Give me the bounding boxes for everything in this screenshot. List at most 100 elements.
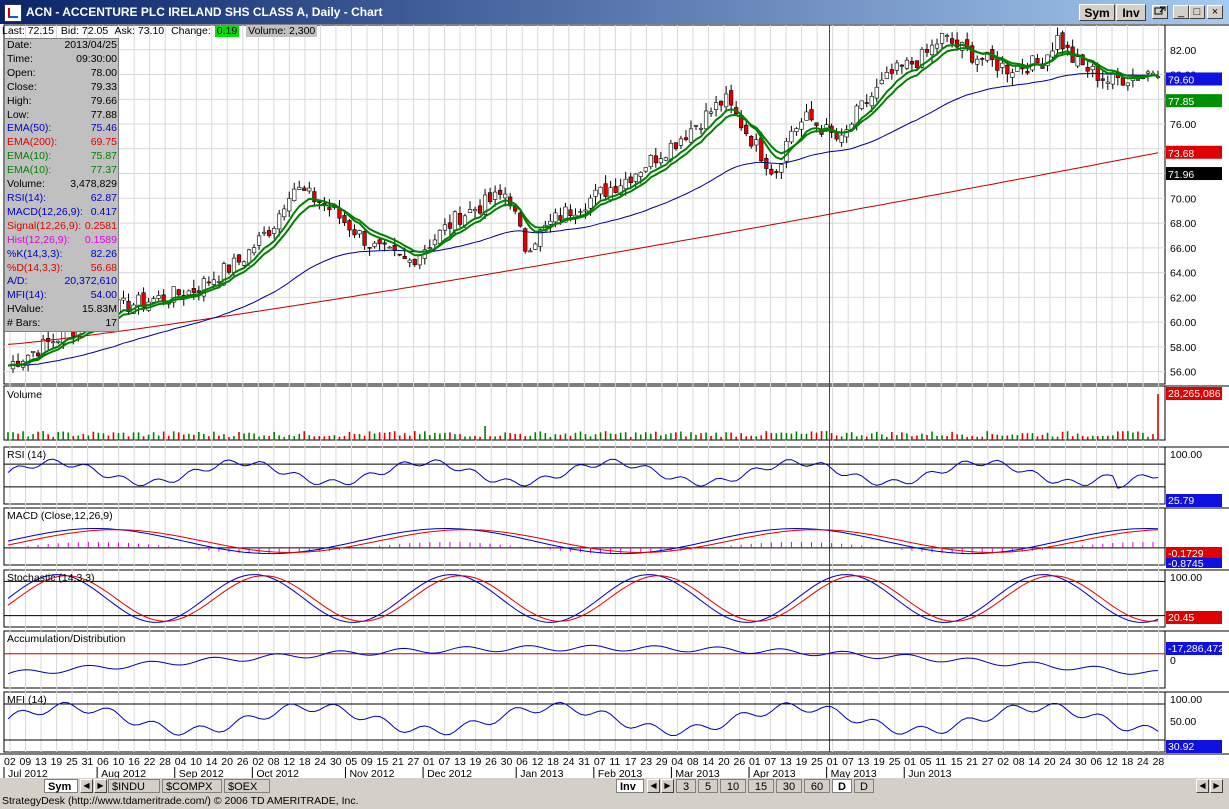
scroll-right-arrow-icon[interactable]: ▶ xyxy=(1210,779,1223,793)
data-window-row: EMA(200): 69.75 xyxy=(5,136,118,150)
candle-body xyxy=(201,278,206,297)
x-tick-label: 25 xyxy=(811,756,823,768)
volume-bar xyxy=(906,433,908,440)
period-tab[interactable]: 30 xyxy=(776,779,802,793)
change-label: Change: xyxy=(171,25,211,37)
volume-bar xyxy=(675,432,677,440)
volume-bar xyxy=(318,436,321,440)
volume-bar xyxy=(509,433,511,440)
volume-bar xyxy=(780,432,783,440)
sym-tab[interactable]: Sym xyxy=(44,779,78,793)
candle-body xyxy=(1080,54,1085,66)
candle-body xyxy=(191,288,196,293)
volume-bar xyxy=(22,431,24,440)
tab-right-arrow-icon[interactable]: ▶ xyxy=(94,779,107,793)
scroll-left-arrow-icon[interactable]: ◀ xyxy=(1196,779,1209,793)
x-tick-label: 14 xyxy=(206,756,218,768)
tab-indu[interactable]: $INDU xyxy=(108,779,160,793)
volume-bar xyxy=(373,433,376,440)
volume-bar xyxy=(92,431,95,440)
period-right-arrow-icon[interactable]: ▶ xyxy=(661,779,674,793)
volume-bar xyxy=(323,436,326,440)
volume-bar xyxy=(293,436,296,440)
candle-body xyxy=(307,187,312,192)
data-window-row: A/D: 20,372,610 xyxy=(5,275,118,289)
volume-bar xyxy=(795,431,798,440)
volume-bar xyxy=(609,433,612,440)
x-tick-label: 07 xyxy=(765,756,777,768)
volume-bar xyxy=(770,433,773,440)
data-window-value: 77.88 xyxy=(90,108,117,121)
tab-compx[interactable]: $COMPX xyxy=(162,779,222,793)
data-window-value: 75.46 xyxy=(90,122,117,135)
period-tab[interactable]: 15 xyxy=(748,779,774,793)
x-tick-label: 24 xyxy=(314,756,326,768)
data-window-row: %K(14,3,3): 82.26 xyxy=(5,248,118,262)
candle-body xyxy=(141,292,146,308)
x-tick-label: 23 xyxy=(640,756,652,768)
maximize-button[interactable]: □ xyxy=(1189,5,1205,19)
x-tick-label: 15 xyxy=(377,756,389,768)
x-tick-label: 08 xyxy=(1013,756,1025,768)
chart-canvas[interactable]: 82.0080.0078.0076.0074.0072.0070.0068.00… xyxy=(0,24,1229,780)
volume-bar xyxy=(559,434,562,440)
volume-bar xyxy=(825,431,828,440)
inv-button[interactable]: Inv xyxy=(1116,4,1146,21)
sym-button[interactable]: Sym xyxy=(1079,4,1115,21)
x-tick-label: 12 xyxy=(283,756,295,768)
candle-body xyxy=(769,168,774,175)
volume-bar xyxy=(589,436,592,440)
data-window-row: Volume: 3,478,829 xyxy=(5,178,118,192)
period-tab[interactable]: 60 xyxy=(804,779,830,793)
volume-bar xyxy=(539,431,542,440)
volume-bar xyxy=(1081,435,1084,440)
candle-body xyxy=(1010,72,1015,78)
close-button[interactable]: × xyxy=(1207,5,1223,19)
volume-bar xyxy=(413,431,416,440)
candle-body xyxy=(648,154,653,168)
detach-icon[interactable] xyxy=(1152,5,1168,19)
volume-bar xyxy=(845,432,848,440)
period-tab[interactable]: 5 xyxy=(698,779,718,793)
volume-bar xyxy=(971,435,973,440)
x-tick-label: 24 xyxy=(1137,756,1149,768)
period-tab[interactable]: 10 xyxy=(720,779,746,793)
volume-bar xyxy=(353,433,356,440)
candle-body xyxy=(447,222,453,229)
volume-bar xyxy=(464,436,466,440)
tab-left-arrow-icon[interactable]: ◀ xyxy=(80,779,93,793)
x-tick-label: 10 xyxy=(113,756,125,768)
candle-body xyxy=(759,137,764,162)
period-tab[interactable]: D xyxy=(832,779,852,793)
candle-body xyxy=(56,340,61,343)
candle-body xyxy=(799,121,804,130)
period-left-arrow-icon[interactable]: ◀ xyxy=(647,779,660,793)
volume-bar xyxy=(790,433,793,440)
candle-body xyxy=(136,294,141,307)
volume-bar xyxy=(363,435,366,440)
volume-bar xyxy=(484,426,486,440)
x-tick-label: 19 xyxy=(51,756,63,768)
volume-bar xyxy=(243,433,245,440)
period-tab[interactable]: 3 xyxy=(676,779,696,793)
candle-body xyxy=(553,212,558,223)
volume-bar xyxy=(152,432,155,440)
macd-tag2 xyxy=(1166,558,1222,568)
period-tab[interactable]: D xyxy=(854,779,874,793)
volume-bar xyxy=(700,433,702,440)
volume-bar xyxy=(1086,436,1089,440)
data-window-value: 17 xyxy=(105,317,117,330)
candle-body xyxy=(909,61,915,65)
data-window-row: HValue: 15.83M xyxy=(5,303,118,317)
data-window-value: 77.37 xyxy=(90,164,117,177)
candle-body xyxy=(593,189,598,197)
tab-oex[interactable]: $OEX xyxy=(224,779,270,793)
minimize-button[interactable]: _ xyxy=(1173,5,1189,19)
volume-bar xyxy=(228,436,230,440)
mfi-line xyxy=(7,701,1159,737)
inv-tab[interactable]: Inv xyxy=(616,779,644,793)
price-tick-label: 68.00 xyxy=(1170,218,1196,230)
macd-signal-line xyxy=(7,529,1159,554)
chart-area[interactable]: 82.0080.0078.0076.0074.0072.0070.0068.00… xyxy=(0,24,1229,780)
data-window: Date: 2013/04/25 Time: 09:30:00 Open: 78.00 Cl… xyxy=(4,38,119,333)
